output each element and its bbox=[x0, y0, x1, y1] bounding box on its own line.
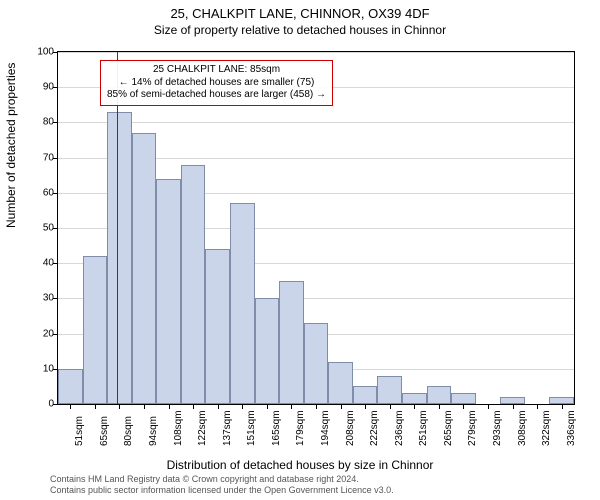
histogram-bar bbox=[402, 393, 427, 404]
footer-attribution: Contains HM Land Registry data © Crown c… bbox=[50, 474, 394, 497]
x-tick-label: 51sqm bbox=[74, 416, 85, 446]
x-tick-label: 322sqm bbox=[541, 410, 552, 446]
y-tick-label: 50 bbox=[24, 223, 54, 234]
info-box-line: ← 14% of detached houses are smaller (75… bbox=[107, 77, 326, 90]
histogram-bar bbox=[230, 203, 255, 404]
x-tick-label: 179sqm bbox=[295, 410, 306, 446]
x-tick-label: 137sqm bbox=[222, 410, 233, 446]
histogram-bar bbox=[427, 386, 452, 404]
y-tick-label: 30 bbox=[24, 293, 54, 304]
y-tick-label: 90 bbox=[24, 82, 54, 93]
histogram-bar bbox=[500, 397, 525, 404]
footer-line-2: Contains public sector information licen… bbox=[50, 485, 394, 496]
page-title: 25, CHALKPIT LANE, CHINNOR, OX39 4DF bbox=[0, 0, 600, 21]
histogram-bar bbox=[156, 179, 181, 404]
x-tick-label: 251sqm bbox=[418, 410, 429, 446]
grid-line bbox=[58, 122, 574, 123]
y-axis-label: Number of detached properties bbox=[4, 63, 18, 228]
y-tick-label: 40 bbox=[24, 258, 54, 269]
x-tick-label: 236sqm bbox=[394, 410, 405, 446]
y-tick-label: 0 bbox=[24, 399, 54, 410]
x-tick-label: 122sqm bbox=[197, 410, 208, 446]
histogram-bar bbox=[205, 249, 230, 404]
histogram-bar bbox=[451, 393, 476, 404]
y-tick-label: 80 bbox=[24, 117, 54, 128]
histogram-bar bbox=[255, 298, 280, 404]
x-tick-label: 279sqm bbox=[467, 410, 478, 446]
x-tick-label: 308sqm bbox=[517, 410, 528, 446]
x-tick-label: 208sqm bbox=[345, 410, 356, 446]
histogram-chart: 010203040506070809010051sqm65sqm80sqm94s… bbox=[58, 52, 574, 404]
y-tick-label: 100 bbox=[24, 47, 54, 58]
x-tick-label: 194sqm bbox=[320, 410, 331, 446]
y-tick-label: 10 bbox=[24, 363, 54, 374]
histogram-bar bbox=[83, 256, 108, 404]
x-axis-label: Distribution of detached houses by size … bbox=[0, 458, 600, 472]
x-tick-label: 293sqm bbox=[492, 410, 503, 446]
info-box: 25 CHALKPIT LANE: 85sqm← 14% of detached… bbox=[100, 60, 333, 106]
histogram-bar bbox=[377, 376, 402, 404]
x-tick-label: 94sqm bbox=[148, 416, 159, 446]
x-tick-label: 108sqm bbox=[173, 410, 184, 446]
x-tick-label: 80sqm bbox=[123, 416, 134, 446]
histogram-bar bbox=[353, 386, 378, 404]
x-tick-label: 65sqm bbox=[99, 416, 110, 446]
y-tick-label: 20 bbox=[24, 328, 54, 339]
y-tick-label: 70 bbox=[24, 152, 54, 163]
histogram-bar bbox=[132, 133, 157, 404]
info-box-line: 85% of semi-detached houses are larger (… bbox=[107, 89, 326, 102]
x-tick-label: 265sqm bbox=[443, 410, 454, 446]
histogram-bar bbox=[304, 323, 329, 404]
histogram-bar bbox=[328, 362, 353, 404]
histogram-bar bbox=[181, 165, 206, 404]
y-tick-label: 60 bbox=[24, 187, 54, 198]
histogram-bar bbox=[279, 281, 304, 404]
x-tick-label: 222sqm bbox=[369, 410, 380, 446]
x-tick-label: 151sqm bbox=[246, 410, 257, 446]
info-box-line: 25 CHALKPIT LANE: 85sqm bbox=[107, 64, 326, 77]
x-tick-label: 165sqm bbox=[271, 410, 282, 446]
histogram-bar bbox=[549, 397, 574, 404]
grid-line bbox=[58, 52, 574, 53]
histogram-bar bbox=[58, 369, 83, 404]
histogram-bar bbox=[107, 112, 132, 404]
footer-line-1: Contains HM Land Registry data © Crown c… bbox=[50, 474, 394, 485]
x-tick-label: 336sqm bbox=[566, 410, 577, 446]
page-subtitle: Size of property relative to detached ho… bbox=[0, 23, 600, 37]
